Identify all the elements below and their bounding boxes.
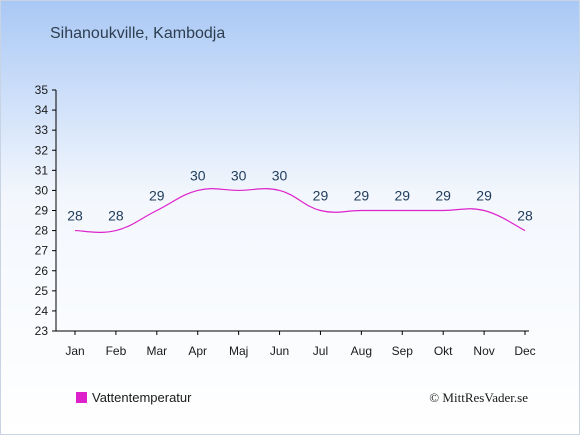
y-tick-label: 31 [35, 163, 49, 177]
x-tick-label: Okt [434, 344, 453, 358]
y-tick-label: 30 [35, 183, 49, 197]
series-group [74, 188, 526, 233]
y-tick-label: 33 [35, 123, 49, 137]
y-tick-label: 34 [35, 103, 49, 117]
x-tick-label: Nov [473, 344, 494, 358]
y-tick-label: 35 [35, 83, 49, 97]
data-label: 29 [435, 188, 451, 204]
legend-label: Vattentemperatur [92, 390, 192, 405]
y-axis: 23 24 25 26 27 28 29 30 31 32 33 34 35 [35, 83, 57, 338]
y-tick-label: 28 [35, 224, 49, 238]
y-tick-label: 24 [35, 304, 49, 318]
data-labels: 28 28 29 30 30 30 29 29 29 29 29 28 [67, 167, 533, 223]
x-tick-label: Dec [514, 344, 535, 358]
x-tick-label: Maj [229, 344, 248, 358]
y-tick-label: 26 [35, 264, 49, 278]
data-label: 30 [231, 167, 247, 183]
data-label: 29 [476, 188, 492, 204]
x-tick-label: Apr [188, 344, 207, 358]
copyright-text: © MittResVader.se [429, 390, 528, 405]
y-tick-label: 25 [35, 284, 49, 298]
data-label: 30 [190, 167, 206, 183]
x-tick-label: Jun [270, 344, 289, 358]
y-tick-label: 27 [35, 244, 49, 258]
y-tick-label: 32 [35, 143, 49, 157]
data-label: 29 [149, 188, 165, 204]
y-tick-label: 23 [35, 324, 49, 338]
x-tick-label: Feb [106, 344, 127, 358]
x-tick-label: Jan [65, 344, 84, 358]
x-tick-label: Aug [351, 344, 372, 358]
data-label: 28 [517, 208, 533, 224]
data-label: 29 [394, 188, 410, 204]
data-label: 29 [313, 188, 329, 204]
x-tick-label: Jul [313, 344, 328, 358]
data-label: 28 [67, 208, 83, 224]
x-tick-label: Sep [392, 344, 414, 358]
legend-swatch [76, 392, 87, 403]
chart-title: Sihanoukville, Kambodja [50, 25, 225, 42]
data-label: 29 [354, 188, 370, 204]
x-axis: Jan Feb Mar Apr Maj Jun Jul Aug Sep Okt Nov Dec [56, 330, 536, 358]
series-line-vattentemperatur [74, 188, 526, 233]
data-label: 28 [108, 208, 124, 224]
x-tick-label: Mar [146, 344, 167, 358]
y-tick-label: 29 [35, 204, 49, 218]
data-label: 30 [272, 167, 288, 183]
